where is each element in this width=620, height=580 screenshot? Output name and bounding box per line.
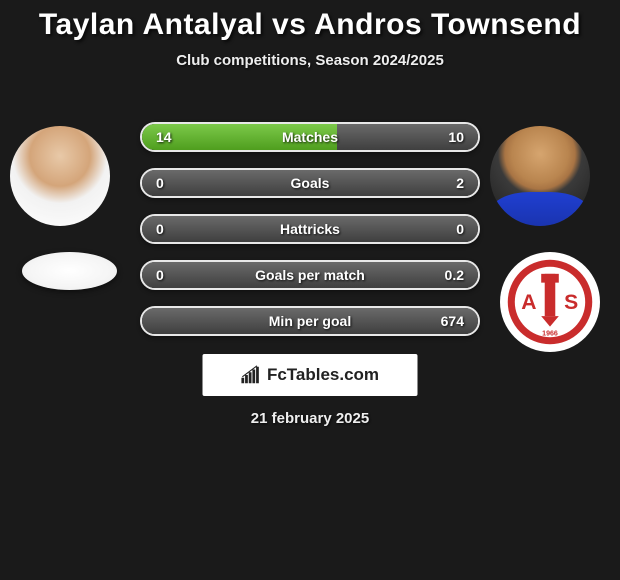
stat-value-right: 2 (434, 175, 464, 191)
stat-label: Goals (186, 175, 434, 191)
stat-value-right: 10 (434, 129, 464, 145)
stats-container: 14Matches100Goals20Hattricks00Goals per … (140, 122, 480, 352)
stat-label: Goals per match (186, 267, 434, 283)
badge-letter-left: A (521, 291, 536, 314)
stat-row: 0Hattricks0 (140, 214, 480, 244)
stat-value-right: 0.2 (434, 267, 464, 283)
stat-label: Hattricks (186, 221, 434, 237)
stat-row: 0Goals per match0.2 (140, 260, 480, 290)
player2-jersey (490, 192, 590, 226)
club-badge-svg: A S 1966 (506, 258, 594, 346)
stat-value-left: 14 (156, 129, 186, 145)
stat-row: Min per goal674 (140, 306, 480, 336)
vs-text: vs (272, 8, 306, 41)
stat-label: Matches (186, 129, 434, 145)
bars-icon (241, 365, 263, 385)
stat-row: 0Goals2 (140, 168, 480, 198)
comparison-title: Taylan Antalyal vs Andros Townsend (0, 0, 620, 42)
player2-portrait (490, 126, 590, 226)
stat-value-left: 0 (156, 267, 186, 283)
stat-value-left: 0 (156, 175, 186, 191)
player1-portrait (10, 126, 110, 226)
stat-value-right: 0 (434, 221, 464, 237)
badge-letter-right: S (564, 291, 578, 314)
player1-name: Taylan Antalyal (39, 8, 263, 41)
player1-portrait-bg (10, 126, 110, 226)
stat-value-right: 674 (434, 313, 464, 329)
stat-label: Min per goal (186, 313, 434, 329)
badge-year: 1966 (542, 330, 558, 337)
player1-club-badge (22, 252, 117, 290)
site-logo-text: FcTables.com (267, 365, 379, 385)
subtitle: Club competitions, Season 2024/2025 (0, 52, 620, 69)
stat-value-left: 0 (156, 221, 186, 237)
player2-club-badge: A S 1966 (500, 252, 600, 352)
site-logo: FcTables.com (203, 354, 418, 396)
player2-name: Andros Townsend (314, 8, 581, 41)
comparison-date: 21 february 2025 (0, 410, 620, 427)
stat-row: 14Matches10 (140, 122, 480, 152)
